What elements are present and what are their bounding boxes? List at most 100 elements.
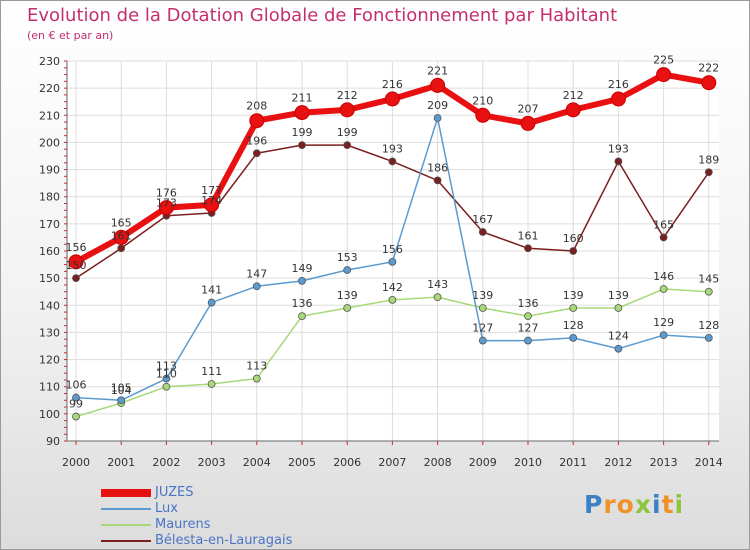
logo-letter: t	[661, 490, 675, 519]
x-tick-label: 2012	[604, 456, 632, 469]
proxiti-logo: Proxiti	[584, 490, 684, 519]
data-point	[117, 244, 126, 253]
data-point	[659, 233, 668, 242]
data-label: 177	[201, 184, 222, 197]
data-label: 156	[382, 243, 403, 256]
data-label: 139	[337, 289, 358, 302]
data-point	[524, 336, 532, 345]
data-label: 113	[156, 360, 177, 373]
logo-letter: P	[584, 490, 604, 519]
data-point	[520, 115, 536, 131]
data-label: 136	[518, 297, 539, 310]
data-point	[384, 91, 400, 107]
data-point	[252, 282, 261, 291]
data-point	[158, 200, 174, 216]
data-label: 189	[698, 153, 719, 166]
x-tick-label: 2010	[514, 456, 542, 469]
data-label: 193	[382, 142, 403, 155]
logo-letter: r	[603, 490, 617, 519]
data-point	[113, 229, 129, 245]
data-label: 199	[337, 126, 358, 139]
legend-swatch	[101, 524, 151, 526]
x-tick-label: 2004	[243, 456, 271, 469]
data-point	[72, 412, 80, 421]
data-point	[204, 197, 220, 213]
data-point	[478, 228, 487, 236]
data-point	[68, 254, 84, 270]
y-tick-label: 210	[39, 109, 60, 122]
data-label: 196	[246, 134, 267, 147]
x-tick-label: 2014	[695, 456, 723, 469]
data-point	[298, 276, 306, 285]
data-point	[162, 382, 171, 391]
legend-swatch	[101, 540, 151, 542]
data-label: 173	[156, 197, 177, 210]
data-point	[207, 298, 216, 307]
data-label: 143	[427, 278, 448, 291]
data-label: 225	[653, 54, 674, 67]
line-chart: 90 100 110 120 130 140 150 160 170 180 190 200 210 22…	[39, 54, 723, 469]
data-point	[72, 393, 80, 402]
data-label: 222	[698, 62, 719, 75]
data-label: 99	[69, 398, 83, 411]
data-label: 139	[563, 289, 584, 302]
data-point	[298, 141, 306, 150]
data-point	[569, 304, 578, 312]
legend-swatch	[101, 508, 151, 510]
data-label: 106	[66, 379, 87, 392]
logo-letter: o	[616, 490, 635, 519]
data-point	[569, 333, 578, 342]
y-tick-label: 150	[39, 272, 60, 285]
y-tick-label: 100	[39, 408, 60, 421]
y-tick-label: 230	[39, 55, 60, 68]
data-point	[343, 304, 352, 312]
data-label: 129	[653, 316, 674, 329]
data-label: 160	[563, 232, 584, 245]
data-label: 142	[382, 281, 403, 294]
data-point	[614, 304, 623, 312]
data-point	[614, 157, 623, 166]
x-tick-label: 2005	[288, 456, 316, 469]
data-label: 105	[111, 381, 132, 394]
data-point	[339, 102, 355, 118]
x-tick-label: 2001	[107, 456, 135, 469]
data-label: 111	[201, 365, 222, 378]
data-label: 149	[292, 262, 313, 275]
logo-letter: i	[674, 490, 685, 519]
data-label: 145	[698, 273, 719, 286]
data-point	[207, 380, 216, 388]
data-label: 104	[111, 384, 132, 397]
data-point	[704, 168, 713, 177]
data-point	[475, 107, 491, 123]
data-label: 167	[472, 213, 493, 226]
y-tick-label: 180	[39, 191, 60, 204]
data-label: 127	[518, 322, 539, 335]
data-label: 128	[698, 319, 719, 332]
data-point	[433, 293, 442, 302]
legend-label: Maurens	[155, 517, 211, 532]
data-point	[388, 257, 397, 266]
data-point	[565, 102, 581, 118]
x-tick-label: 2007	[378, 456, 406, 469]
data-label: 127	[472, 322, 493, 335]
logo-letter: i	[652, 490, 662, 519]
data-point	[343, 141, 352, 150]
data-label: 193	[608, 142, 629, 155]
data-point	[659, 285, 668, 293]
data-point	[343, 266, 352, 274]
data-label: 141	[201, 284, 222, 297]
data-label: 161	[518, 229, 539, 242]
data-point	[72, 274, 80, 283]
y-tick-label: 130	[39, 326, 60, 339]
data-label: 136	[292, 297, 313, 310]
data-point	[162, 374, 171, 383]
x-tick-label: 2011	[559, 456, 587, 469]
data-point	[524, 244, 532, 253]
data-label: 211	[292, 92, 313, 105]
data-point	[252, 149, 261, 158]
data-point	[249, 113, 265, 129]
data-label: 150	[66, 259, 87, 272]
data-label: 207	[518, 102, 539, 115]
data-point	[704, 287, 713, 296]
x-tick-label: 2006	[333, 456, 361, 469]
